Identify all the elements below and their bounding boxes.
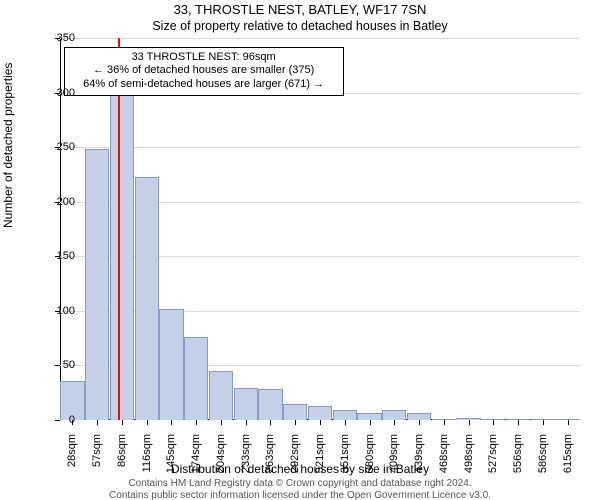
histogram-bar	[159, 309, 183, 420]
gridline	[60, 147, 580, 148]
gridline	[60, 38, 580, 39]
xtick-mark	[543, 420, 544, 425]
xtick-mark	[171, 420, 172, 425]
figure: 33, THROSTLE NEST, BATLEY, WF17 7SN Size…	[0, 0, 600, 500]
xtick-label: 468sqm	[438, 434, 450, 494]
histogram-bar	[382, 410, 406, 420]
xtick-label: 351sqm	[339, 434, 351, 494]
histogram-bar	[234, 388, 258, 420]
xtick-label: 116sqm	[141, 434, 153, 494]
xtick-mark	[295, 420, 296, 425]
histogram-bar	[135, 177, 159, 420]
histogram-bar	[110, 87, 134, 420]
xtick-label: 233sqm	[240, 434, 252, 494]
xtick-mark	[469, 420, 470, 425]
xtick-mark	[370, 420, 371, 425]
xtick-label: 321sqm	[314, 434, 326, 494]
xtick-mark	[345, 420, 346, 425]
xtick-mark	[122, 420, 123, 425]
xtick-mark	[97, 420, 98, 425]
ytick-label: 300	[35, 87, 75, 99]
annotation-box: 33 THROSTLE NEST: 96sqm← 36% of detached…	[64, 47, 344, 96]
chart-title-main: 33, THROSTLE NEST, BATLEY, WF17 7SN	[0, 2, 600, 17]
annotation-line: ← 36% of detached houses are smaller (37…	[71, 64, 337, 78]
xtick-label: 263sqm	[264, 434, 276, 494]
histogram-bar	[85, 149, 109, 420]
histogram-bar	[283, 404, 307, 420]
xtick-label: 498sqm	[463, 434, 475, 494]
xtick-mark	[518, 420, 519, 425]
ytick-label: 200	[35, 196, 75, 208]
xtick-label: 292sqm	[289, 434, 301, 494]
xtick-mark	[394, 420, 395, 425]
histogram-bar	[209, 371, 233, 420]
xtick-label: 57sqm	[91, 434, 103, 494]
ytick-label: 350	[35, 32, 75, 44]
xtick-mark	[568, 420, 569, 425]
xtick-label: 527sqm	[487, 434, 499, 494]
histogram-bar	[333, 410, 357, 420]
ytick-label: 50	[35, 359, 75, 371]
ytick-label: 0	[35, 414, 75, 426]
xtick-mark	[419, 420, 420, 425]
xtick-label: 28sqm	[66, 434, 78, 494]
xtick-mark	[270, 420, 271, 425]
xtick-mark	[246, 420, 247, 425]
xtick-label: 615sqm	[562, 434, 574, 494]
ytick-label: 150	[35, 250, 75, 262]
xtick-label: 86sqm	[116, 434, 128, 494]
xtick-label: 380sqm	[364, 434, 376, 494]
plot-area: 33 THROSTLE NEST: 96sqm← 36% of detached…	[60, 38, 580, 420]
xtick-label: 439sqm	[413, 434, 425, 494]
annotation-line: 33 THROSTLE NEST: 96sqm	[71, 51, 337, 65]
histogram-bar	[184, 337, 208, 420]
xtick-label: 204sqm	[215, 434, 227, 494]
xtick-label: 586sqm	[537, 434, 549, 494]
histogram-bar	[258, 389, 282, 420]
xtick-label: 409sqm	[388, 434, 400, 494]
y-axis-label: Number of detached properties	[1, 63, 15, 228]
chart-title-sub: Size of property relative to detached ho…	[0, 19, 600, 33]
annotation-line: 64% of semi-detached houses are larger (…	[71, 78, 337, 92]
xtick-mark	[320, 420, 321, 425]
xtick-mark	[196, 420, 197, 425]
ytick-label: 100	[35, 305, 75, 317]
xtick-mark	[147, 420, 148, 425]
xtick-label: 145sqm	[165, 434, 177, 494]
xtick-mark	[444, 420, 445, 425]
histogram-bar	[308, 406, 332, 420]
xtick-label: 174sqm	[190, 434, 202, 494]
xtick-mark	[221, 420, 222, 425]
xtick-mark	[493, 420, 494, 425]
xtick-label: 556sqm	[512, 434, 524, 494]
ytick-label: 250	[35, 141, 75, 153]
